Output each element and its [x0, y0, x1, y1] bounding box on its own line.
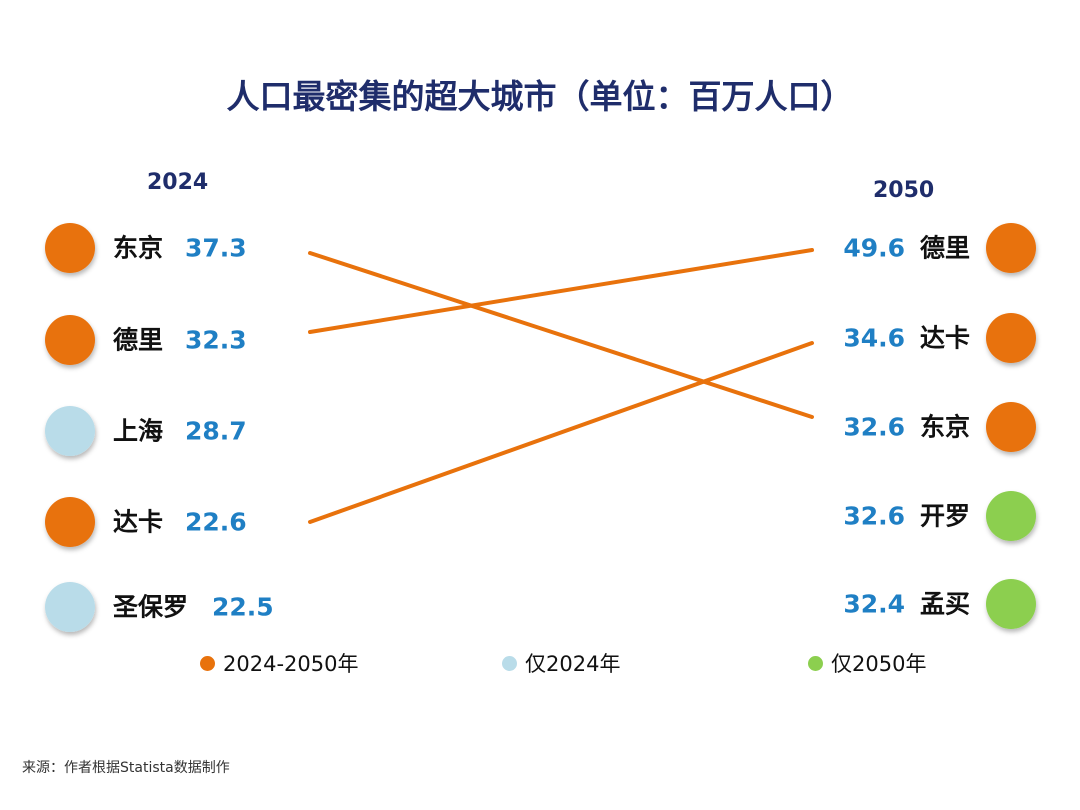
left-city-name-2: 上海	[113, 417, 163, 446]
left-city-name-4: 圣保罗	[113, 593, 188, 622]
left-city-dot-2	[45, 406, 95, 456]
legend-swatch-only2050	[808, 655, 823, 671]
right-city-name-2: 东京	[920, 413, 970, 442]
right-column-label: 2050	[873, 178, 935, 203]
right-city-value-0: 49.6	[843, 234, 905, 263]
legend-label-both: 2024-2050年	[223, 652, 359, 676]
left-city-dot-3	[45, 497, 95, 547]
right-city-name-3: 开罗	[920, 502, 970, 531]
right-city-name-4: 孟买	[920, 590, 970, 619]
left-city-value-1: 32.3	[185, 326, 247, 355]
source-note: 来源：作者根据Statista数据制作	[22, 760, 230, 776]
right-city-name-1: 达卡	[920, 324, 970, 353]
right-city-dot-2	[986, 402, 1036, 452]
link-line-2	[308, 341, 814, 524]
left-city-name-3: 达卡	[113, 508, 163, 537]
legend-item-both: 2024-2050年	[200, 648, 358, 678]
left-column-label: 2024	[147, 170, 209, 195]
left-city-dot-4	[45, 582, 95, 632]
left-city-value-0: 37.3	[185, 234, 247, 263]
link-line-0	[308, 251, 814, 419]
right-city-value-2: 32.6	[843, 413, 905, 442]
right-city-dot-4	[986, 579, 1036, 629]
legend-swatch-both	[200, 655, 215, 671]
left-city-value-2: 28.7	[185, 417, 247, 446]
left-city-value-4: 22.5	[212, 593, 274, 622]
legend-label-only2024: 仅2024年	[525, 652, 621, 676]
legend-item-only2024: 仅2024年	[502, 648, 620, 678]
right-city-value-3: 32.6	[843, 502, 905, 531]
chart-title: 人口最密集的超大城市（单位：百万人口）	[226, 77, 854, 116]
legend-swatch-only2024	[502, 655, 517, 671]
right-city-dot-1	[986, 313, 1036, 363]
right-city-value-1: 34.6	[843, 324, 905, 353]
legend-label-only2050: 仅2050年	[831, 652, 927, 676]
link-line-1	[308, 248, 814, 334]
right-city-value-4: 32.4	[843, 590, 905, 619]
left-city-name-1: 德里	[113, 326, 163, 355]
left-city-dot-1	[45, 315, 95, 365]
left-city-value-3: 22.6	[185, 508, 247, 537]
right-city-dot-0	[986, 223, 1036, 273]
right-city-dot-3	[986, 491, 1036, 541]
left-city-name-0: 东京	[113, 234, 163, 263]
legend-item-only2050: 仅2050年	[808, 648, 926, 678]
left-city-dot-0	[45, 223, 95, 273]
right-city-name-0: 德里	[920, 234, 970, 263]
